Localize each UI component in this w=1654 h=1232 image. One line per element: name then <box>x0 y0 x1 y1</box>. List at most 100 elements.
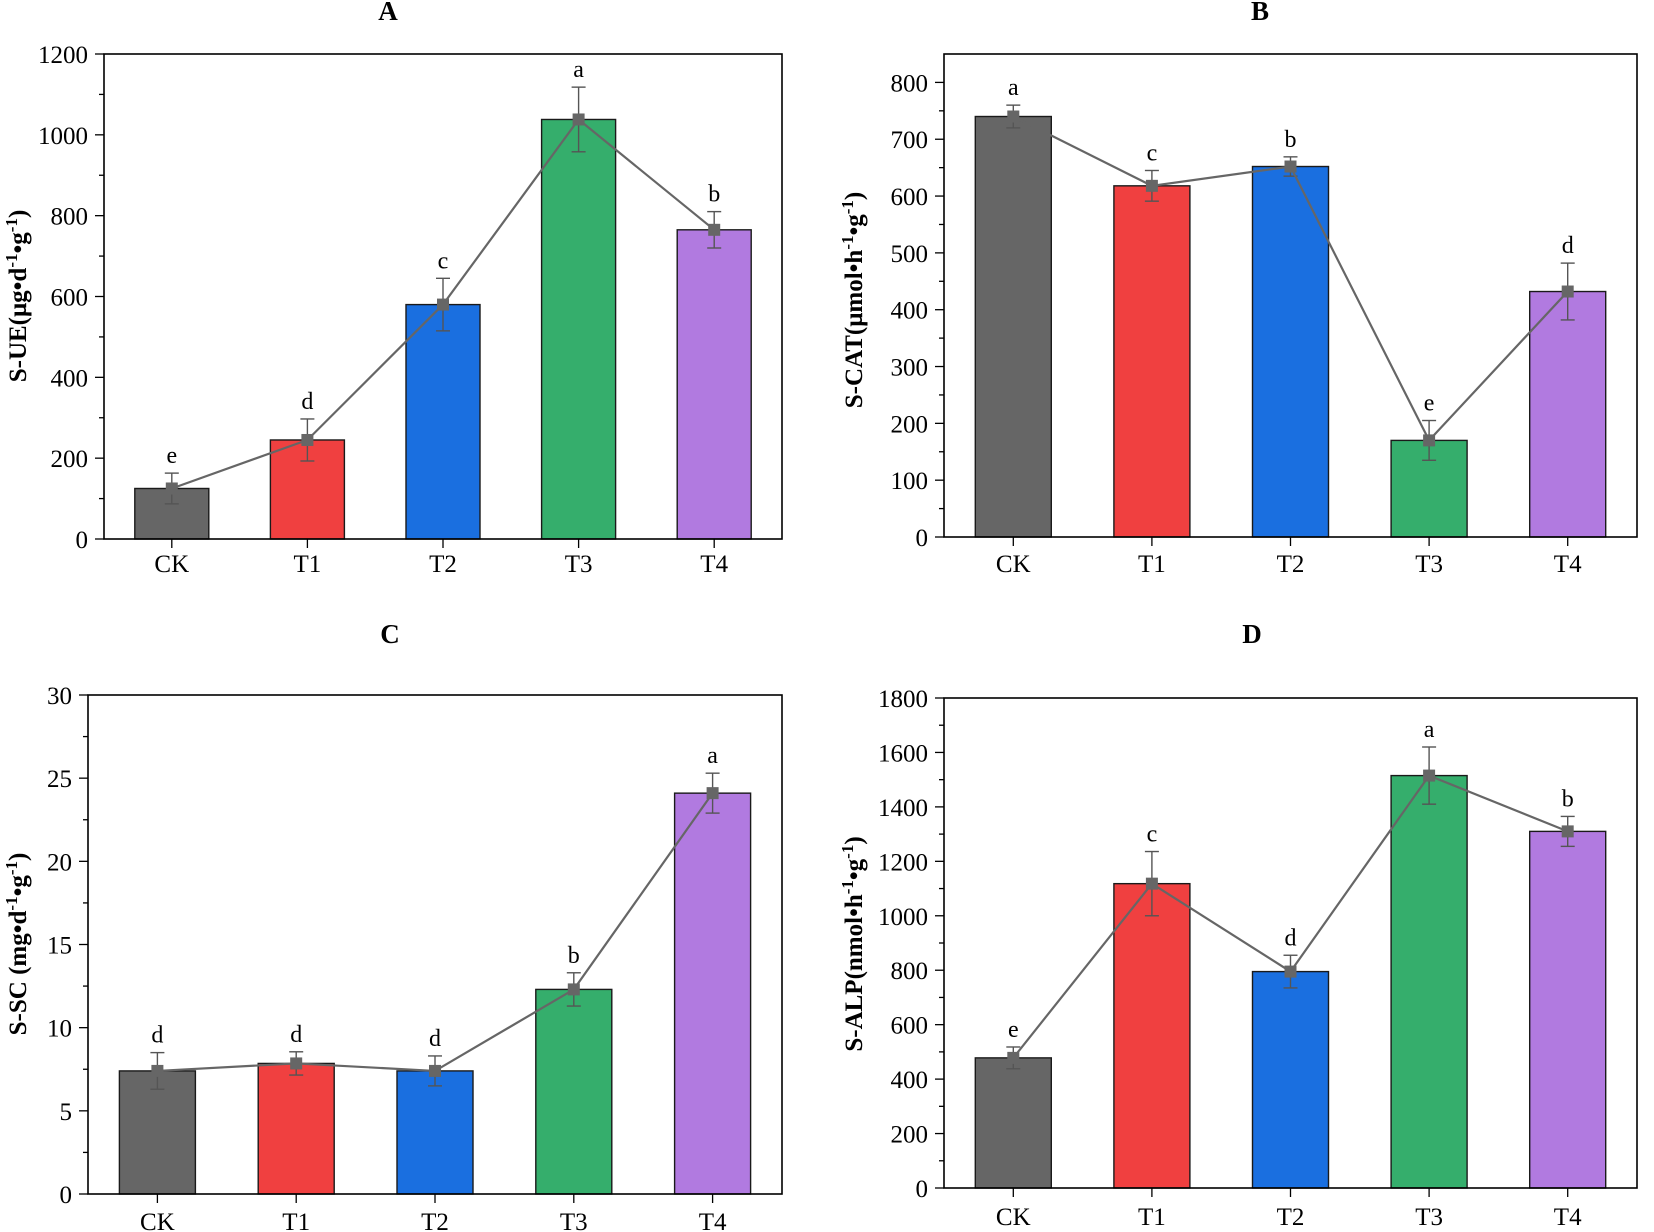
y-axis-label-superscript: -1 <box>2 861 21 875</box>
trend-marker <box>165 482 178 495</box>
y-tick-label: 0 <box>76 527 89 554</box>
y-tick-label: 800 <box>891 70 929 97</box>
significance-letter: a <box>1008 75 1019 101</box>
y-axis-label: S-ALP(nmol•h-1•g-1) <box>838 836 868 1051</box>
bar-t1 <box>1113 882 1191 1189</box>
significance-letter: d <box>151 1023 163 1049</box>
y-axis-label-part: S-CAT(μmol•h <box>841 250 868 409</box>
x-tick-label: CK <box>154 551 189 578</box>
trend-marker <box>1007 1051 1020 1064</box>
x-tick-label: T3 <box>565 551 593 578</box>
trend-marker <box>1561 285 1574 298</box>
y-axis-label-part: •g <box>5 232 32 254</box>
y-tick-label: 0 <box>60 1182 73 1209</box>
y-axis-label: S-SC (mg•d-1•g-1) <box>2 853 32 1036</box>
y-tick-label: 10 <box>47 1016 72 1043</box>
y-tick-label: 700 <box>891 127 929 154</box>
bar-t4 <box>673 792 752 1195</box>
significance-letter: b <box>708 182 720 208</box>
y-tick-label: 1200 <box>38 42 88 69</box>
y-tick-label: 600 <box>891 1013 929 1040</box>
bar-ck <box>118 1070 197 1195</box>
y-tick-label: 1000 <box>878 904 928 931</box>
y-axis-label: S-CAT(μmol•h-1•g-1) <box>838 192 868 409</box>
y-tick-label: 600 <box>891 184 929 211</box>
y-axis-label-part: S-UE(μg•d <box>5 268 32 383</box>
y-axis-label-part: ) <box>5 210 32 218</box>
trend-marker <box>572 113 585 126</box>
y-axis-label-part: ) <box>841 192 868 200</box>
trend-marker <box>301 433 314 446</box>
y-tick-label: 15 <box>47 933 72 960</box>
y-tick-label: 0 <box>916 525 929 552</box>
trend-marker <box>1284 965 1297 978</box>
significance-letter: a <box>707 743 718 769</box>
bar-t3 <box>535 988 613 1195</box>
y-tick-label: 800 <box>51 204 89 231</box>
y-axis-label-superscript: -1 <box>838 845 857 859</box>
bar-t2 <box>1251 165 1330 538</box>
y-tick-label: 400 <box>891 298 929 325</box>
bar-t1 <box>1113 185 1191 538</box>
y-tick-label: 500 <box>891 241 929 268</box>
significance-letter: e <box>166 443 177 469</box>
trend-marker <box>1284 160 1297 173</box>
x-tick-label: CK <box>996 1204 1031 1231</box>
y-axis-label-part: ) <box>5 853 32 861</box>
x-tick-label: T4 <box>699 1209 727 1232</box>
bar-t4 <box>1528 290 1607 538</box>
x-tick-label: T2 <box>1277 551 1305 578</box>
significance-letter: d <box>290 1022 302 1048</box>
significance-letter: d <box>301 389 313 415</box>
trend-marker <box>1145 179 1158 192</box>
trend-marker <box>437 298 449 311</box>
y-axis-label-part: S-SC (mg•d <box>5 911 32 1036</box>
significance-letter: b <box>1562 786 1574 812</box>
y-axis-label-superscript: -1 <box>2 253 21 267</box>
trend-marker <box>429 1064 441 1077</box>
panel-b: BS-CAT(μmol•h-1•g-1)acbed010020030040050… <box>838 0 1638 578</box>
x-tick-label: T4 <box>1554 551 1582 578</box>
significance-letter: e <box>1008 1017 1019 1043</box>
x-tick-label: T3 <box>1415 551 1443 578</box>
y-tick-label: 800 <box>891 958 929 985</box>
y-tick-label: 1800 <box>878 686 928 713</box>
y-tick-label: 1400 <box>878 795 928 822</box>
significance-letter: b <box>1285 127 1297 153</box>
y-tick-label: 400 <box>891 1067 929 1094</box>
significance-letter: d <box>1285 925 1297 951</box>
x-tick-label: T2 <box>421 1209 449 1232</box>
panel-d: DS-ALP(nmol•h-1•g-1)ecdab020040060080010… <box>838 619 1638 1231</box>
significance-letter: b <box>568 943 580 969</box>
bar-t4 <box>676 229 752 540</box>
y-tick-label: 200 <box>51 446 89 473</box>
y-tick-label: 200 <box>891 1122 929 1149</box>
x-tick-label: CK <box>140 1209 175 1232</box>
y-tick-label: 1200 <box>878 849 928 876</box>
y-axis-label-superscript: -1 <box>838 236 857 250</box>
panel-title: D <box>1242 619 1262 649</box>
bar-t2 <box>1251 970 1330 1189</box>
y-axis-label-superscript: -1 <box>2 218 21 232</box>
y-tick-label: 1600 <box>878 740 928 767</box>
y-axis-label: S-UE(μg•d-1•g-1) <box>2 210 32 383</box>
y-tick-label: 200 <box>891 411 929 438</box>
x-tick-label: T2 <box>429 551 457 578</box>
y-tick-label: 30 <box>47 683 72 710</box>
trend-marker <box>1423 769 1436 782</box>
significance-letter: d <box>1562 233 1574 259</box>
y-axis-label-superscript: -1 <box>2 896 21 910</box>
significance-letter: a <box>1424 717 1435 743</box>
bar-t2 <box>405 303 481 540</box>
trend-marker <box>708 223 721 236</box>
x-tick-label: T3 <box>1415 1204 1443 1231</box>
bar-t2 <box>396 1070 474 1195</box>
y-tick-label: 0 <box>916 1176 929 1203</box>
y-axis-label-superscript: -1 <box>838 880 857 894</box>
x-tick-label: CK <box>996 551 1031 578</box>
y-tick-label: 25 <box>47 766 72 793</box>
y-tick-label: 100 <box>891 468 929 495</box>
significance-letter: c <box>1147 140 1158 166</box>
